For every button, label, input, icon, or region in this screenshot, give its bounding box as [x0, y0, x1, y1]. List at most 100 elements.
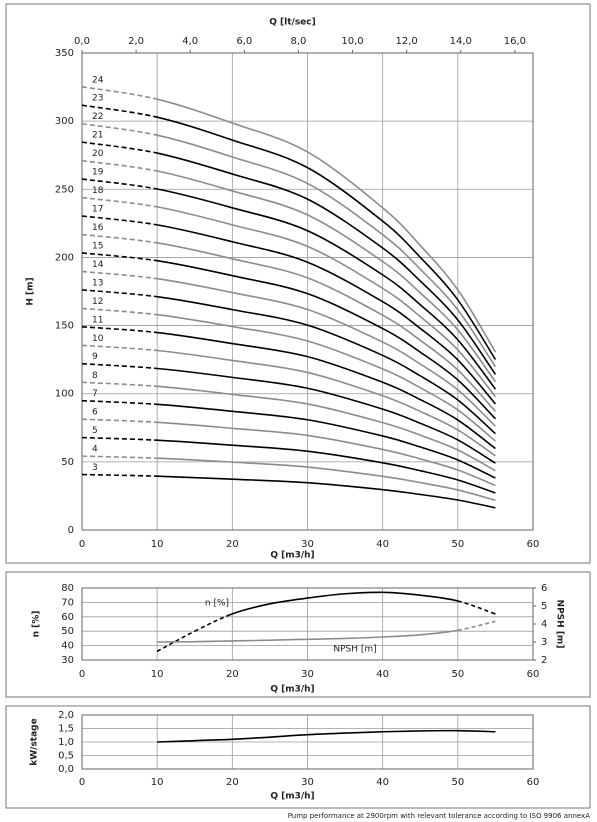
y-tick-label: 80 [61, 583, 74, 594]
series-line [81, 455, 496, 502]
series-label: 4 [92, 445, 98, 455]
series-label: 21 [92, 131, 103, 141]
x-axis-title: Q [m3/h] [270, 551, 314, 561]
series-label: 12 [92, 297, 103, 307]
y-tick-label: 2,0 [58, 710, 74, 721]
x-tick-label: 30 [301, 669, 314, 680]
series-label: 13 [92, 278, 103, 288]
x-tick-label: 60 [527, 539, 540, 550]
series-line [81, 122, 497, 368]
series-line [81, 270, 496, 427]
x-tick-label: 10 [151, 777, 164, 788]
series-label: 8 [92, 371, 98, 381]
series-label: 7 [92, 389, 98, 399]
series-label: 22 [92, 112, 103, 122]
x2-tick-label: 16,0 [504, 36, 526, 47]
series-line [157, 729, 496, 743]
y-axis-title: n [%] [32, 611, 42, 638]
x-tick-label: 0 [79, 777, 85, 788]
x2-tick-label: 14,0 [450, 36, 472, 47]
y2-axis-title: NPSH [m] [555, 600, 565, 649]
series-line [81, 307, 496, 442]
y-tick-label: 50 [61, 626, 74, 637]
series-label: 3 [92, 463, 98, 473]
y-axis-title: kW/stage [30, 718, 40, 765]
series-line [81, 326, 496, 450]
series-line [81, 86, 497, 353]
series-label: 17 [92, 204, 103, 214]
x2-tick-label: 10,0 [341, 36, 363, 47]
series-label: 6 [92, 408, 98, 418]
y-tick-label: 30 [61, 655, 74, 666]
footer-note: Pump performance at 2900rpm with relevan… [288, 812, 591, 820]
y-axis-title: H [m] [26, 277, 36, 305]
y2-tick-label: 6 [541, 583, 547, 594]
x-tick-label: 40 [376, 669, 389, 680]
series-label: n [%] [205, 599, 229, 609]
series-line [81, 289, 496, 435]
series-label: 14 [92, 260, 104, 270]
x-tick-label: 0 [79, 669, 85, 680]
y-tick-label: 1,0 [58, 737, 74, 748]
series-label: NPSH [m] [333, 645, 376, 655]
y2-tick-label: 5 [541, 601, 547, 612]
x2-tick-label: 2,0 [128, 36, 144, 47]
series-line [81, 141, 497, 375]
y-tick-label: 40 [61, 641, 74, 652]
y-tick-label: 250 [55, 184, 74, 195]
series-line [81, 196, 497, 398]
y-tick-label: 150 [55, 321, 74, 332]
x2-tick-label: 8,0 [290, 36, 306, 47]
x-tick-label: 50 [451, 777, 464, 788]
y-tick-label: 300 [55, 116, 74, 127]
series-line [81, 159, 497, 383]
series-label: 24 [92, 75, 104, 85]
x-tick-label: 50 [451, 669, 464, 680]
y-tick-label: 0,0 [58, 764, 74, 775]
x-tick-label: 60 [527, 777, 540, 788]
x-axis-title: Q [m3/h] [270, 792, 314, 802]
series-line [81, 178, 497, 390]
x-axis-title: Q [m3/h] [270, 685, 314, 695]
series-label: 15 [92, 241, 103, 251]
x2-tick-label: 4,0 [182, 36, 198, 47]
series-line [81, 436, 496, 494]
series-label: 23 [92, 94, 103, 104]
series-line [81, 362, 496, 464]
series-line [81, 418, 496, 487]
x2-tick-label: 12,0 [396, 36, 418, 47]
series-label: 19 [92, 168, 104, 178]
plot-frame [81, 714, 534, 770]
x-tick-label: 30 [301, 777, 314, 788]
series-line [156, 591, 496, 653]
x-tick-label: 0 [79, 539, 85, 550]
series-label: 16 [92, 223, 104, 233]
series-label: 11 [92, 315, 103, 325]
x-tick-label: 50 [451, 539, 464, 550]
series-line [81, 344, 496, 457]
series-label: 18 [92, 186, 104, 196]
y-tick-label: 1,5 [58, 724, 74, 735]
x2-tick-label: 6,0 [236, 36, 252, 47]
series-line [81, 381, 496, 472]
x-tick-label: 30 [301, 539, 314, 550]
x-tick-label: 10 [151, 539, 164, 550]
x2-axis-title: Q [lt/sec] [269, 18, 315, 28]
y2-tick-label: 4 [541, 619, 547, 630]
x-tick-label: 20 [226, 777, 239, 788]
series-line [81, 233, 497, 412]
series-line [157, 620, 496, 643]
x-tick-label: 40 [376, 539, 389, 550]
x-tick-label: 20 [226, 539, 239, 550]
plot-frame [81, 52, 534, 531]
y-tick-label: 70 [61, 597, 74, 608]
series-line [81, 473, 496, 509]
series-label: 5 [92, 426, 98, 436]
series-label: 10 [92, 334, 104, 344]
series-line [81, 215, 497, 405]
x-tick-label: 20 [226, 669, 239, 680]
x-tick-label: 60 [527, 669, 540, 680]
panel-border [5, 571, 591, 698]
